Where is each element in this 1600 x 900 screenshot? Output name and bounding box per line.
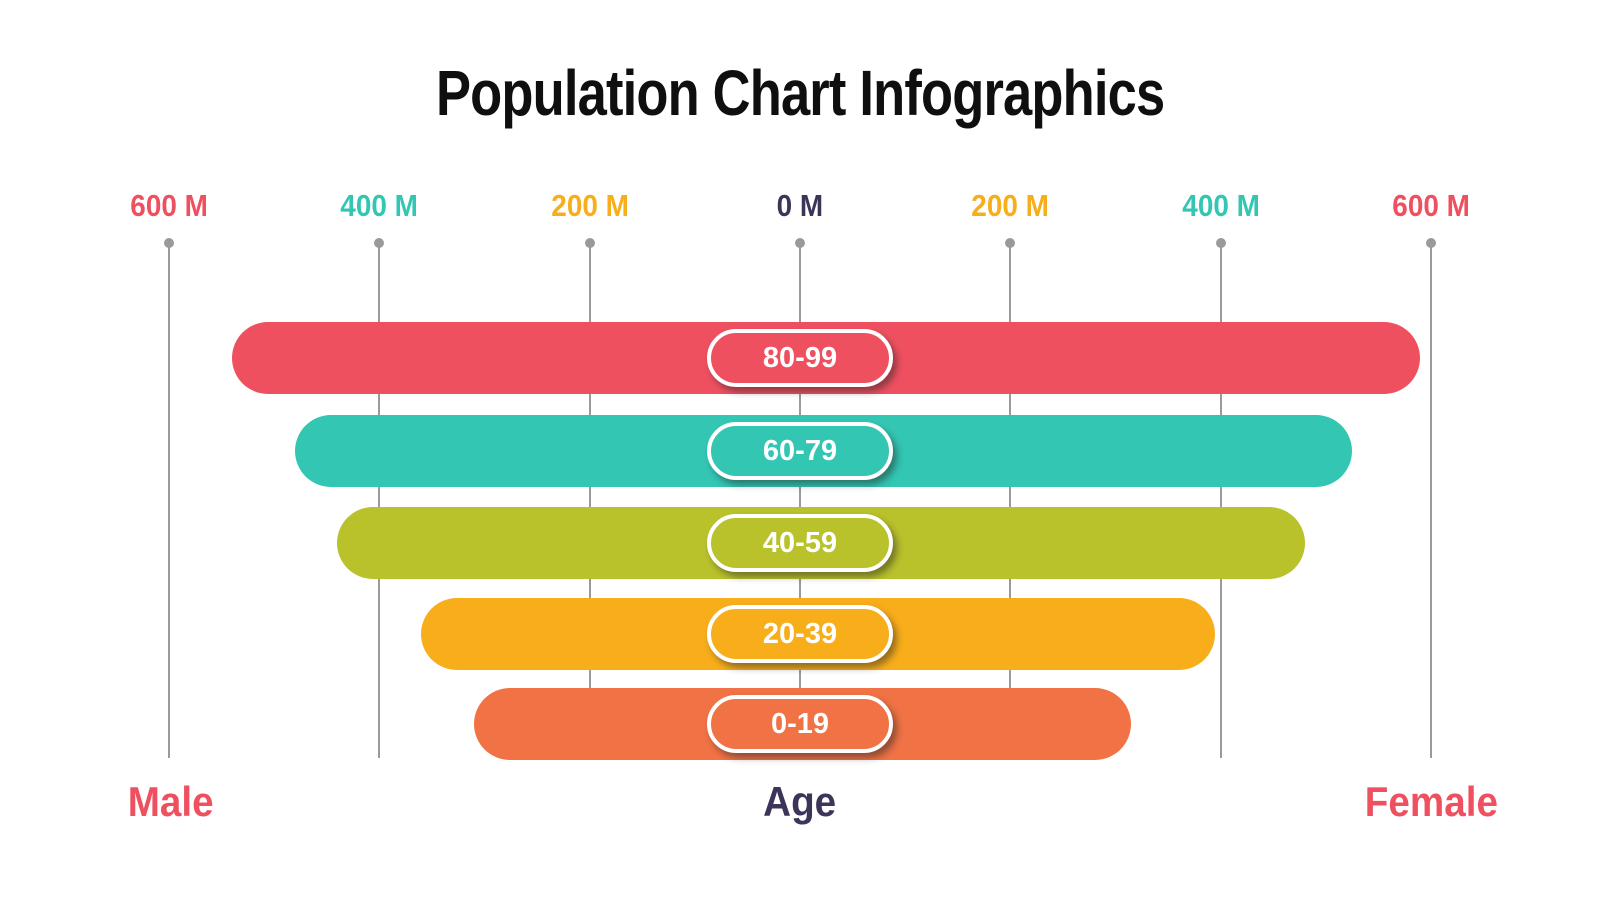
axis-gridline bbox=[378, 245, 381, 758]
page-title-text: Population Chart Infographics bbox=[435, 57, 1165, 129]
female-axis-label: Female bbox=[1364, 778, 1498, 825]
axis-tick-dot bbox=[374, 238, 385, 248]
age-group-label: 20-39 bbox=[762, 617, 838, 650]
axis-gridline bbox=[167, 245, 170, 758]
axis-tick-label: 0 M bbox=[776, 188, 824, 223]
axis-gridline bbox=[1430, 245, 1433, 758]
age-group-pill-60-79: 60-79 bbox=[707, 422, 893, 480]
age-group-label: 0-19 bbox=[770, 707, 830, 740]
axis-tick-label: 200 M bbox=[971, 188, 1050, 223]
axis-tick-dot bbox=[795, 238, 805, 248]
age-group-pill-20-39: 20-39 bbox=[707, 605, 893, 663]
age-group-label: 60-79 bbox=[762, 434, 838, 467]
age-group-pill-80-99: 80-99 bbox=[707, 329, 893, 387]
axis-gridline bbox=[588, 245, 591, 758]
axis-gridline bbox=[1219, 245, 1222, 758]
age-axis-label: Age bbox=[763, 778, 837, 825]
axis-gridline bbox=[1009, 245, 1012, 758]
axis-tick-label: 600 M bbox=[130, 188, 208, 223]
axis-tick-label: 200 M bbox=[550, 188, 629, 223]
page-title: Population Chart Infographics bbox=[0, 56, 1600, 130]
axis-tick-label: 400 M bbox=[1181, 188, 1260, 223]
axis-gridline bbox=[799, 245, 801, 758]
age-group-pill-40-59: 40-59 bbox=[707, 514, 893, 572]
age-group-pill-0-19: 0-19 bbox=[707, 695, 893, 753]
axis-tick-dot bbox=[584, 238, 595, 248]
axis-tick-dot bbox=[1426, 238, 1437, 248]
age-group-label: 40-59 bbox=[762, 526, 838, 559]
axis-tick-label: 400 M bbox=[340, 188, 419, 223]
axis-tick-dot bbox=[1215, 238, 1226, 248]
axis-tick-label: 600 M bbox=[1392, 188, 1470, 223]
male-axis-label: Male bbox=[128, 778, 214, 825]
axis-tick-dot bbox=[163, 238, 174, 248]
axis-tick-dot bbox=[1005, 238, 1016, 248]
age-group-label: 80-99 bbox=[762, 341, 838, 374]
